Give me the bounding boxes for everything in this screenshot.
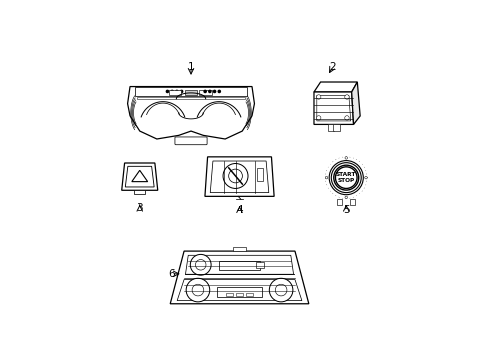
Circle shape — [180, 90, 183, 93]
Circle shape — [325, 157, 366, 198]
Circle shape — [228, 169, 242, 183]
Bar — [333, 125, 339, 131]
Circle shape — [275, 284, 286, 296]
Circle shape — [192, 284, 203, 296]
Polygon shape — [127, 86, 254, 139]
Circle shape — [345, 196, 347, 199]
Bar — [135, 86, 246, 96]
FancyBboxPatch shape — [175, 137, 207, 145]
Circle shape — [344, 116, 348, 120]
Bar — [256, 262, 264, 269]
Polygon shape — [185, 255, 293, 274]
Polygon shape — [122, 163, 158, 190]
Circle shape — [190, 255, 211, 275]
Circle shape — [171, 90, 173, 93]
Bar — [327, 125, 334, 131]
Bar — [236, 293, 243, 296]
Polygon shape — [313, 82, 357, 92]
Text: 5: 5 — [342, 205, 349, 215]
Text: 1: 1 — [187, 62, 194, 72]
Polygon shape — [177, 280, 301, 301]
Bar — [336, 199, 341, 205]
Bar — [184, 90, 197, 95]
Text: 4: 4 — [236, 205, 243, 215]
Polygon shape — [316, 95, 350, 121]
Text: STOP: STOP — [337, 178, 354, 183]
Circle shape — [333, 165, 358, 190]
Bar — [168, 90, 181, 95]
Circle shape — [316, 116, 320, 120]
Circle shape — [203, 90, 206, 93]
Bar — [137, 97, 244, 99]
Circle shape — [364, 176, 366, 179]
Circle shape — [195, 260, 205, 270]
Text: 3: 3 — [136, 203, 143, 213]
Circle shape — [208, 90, 210, 93]
Circle shape — [166, 90, 168, 93]
Text: 2: 2 — [328, 62, 335, 72]
Polygon shape — [210, 161, 268, 193]
Polygon shape — [351, 82, 360, 125]
Bar — [350, 199, 355, 205]
Circle shape — [328, 161, 363, 195]
Text: START: START — [335, 172, 356, 177]
Bar — [226, 293, 233, 296]
Polygon shape — [313, 92, 353, 125]
Text: 6: 6 — [168, 269, 175, 279]
Bar — [232, 247, 246, 251]
Circle shape — [186, 278, 209, 302]
Circle shape — [330, 163, 361, 193]
Circle shape — [213, 90, 215, 93]
Circle shape — [345, 157, 347, 159]
Polygon shape — [170, 251, 308, 304]
Circle shape — [335, 167, 356, 188]
Circle shape — [175, 90, 178, 93]
Circle shape — [223, 163, 247, 188]
Bar — [199, 90, 211, 95]
Bar — [256, 168, 263, 181]
Circle shape — [316, 95, 320, 99]
Circle shape — [269, 278, 292, 302]
Circle shape — [325, 176, 327, 179]
Bar — [218, 261, 260, 270]
Polygon shape — [132, 170, 147, 182]
Bar — [134, 190, 145, 194]
Bar — [217, 287, 261, 297]
Circle shape — [218, 90, 220, 93]
Bar — [245, 293, 252, 296]
Polygon shape — [125, 166, 154, 187]
Polygon shape — [204, 157, 274, 196]
Circle shape — [344, 95, 348, 99]
